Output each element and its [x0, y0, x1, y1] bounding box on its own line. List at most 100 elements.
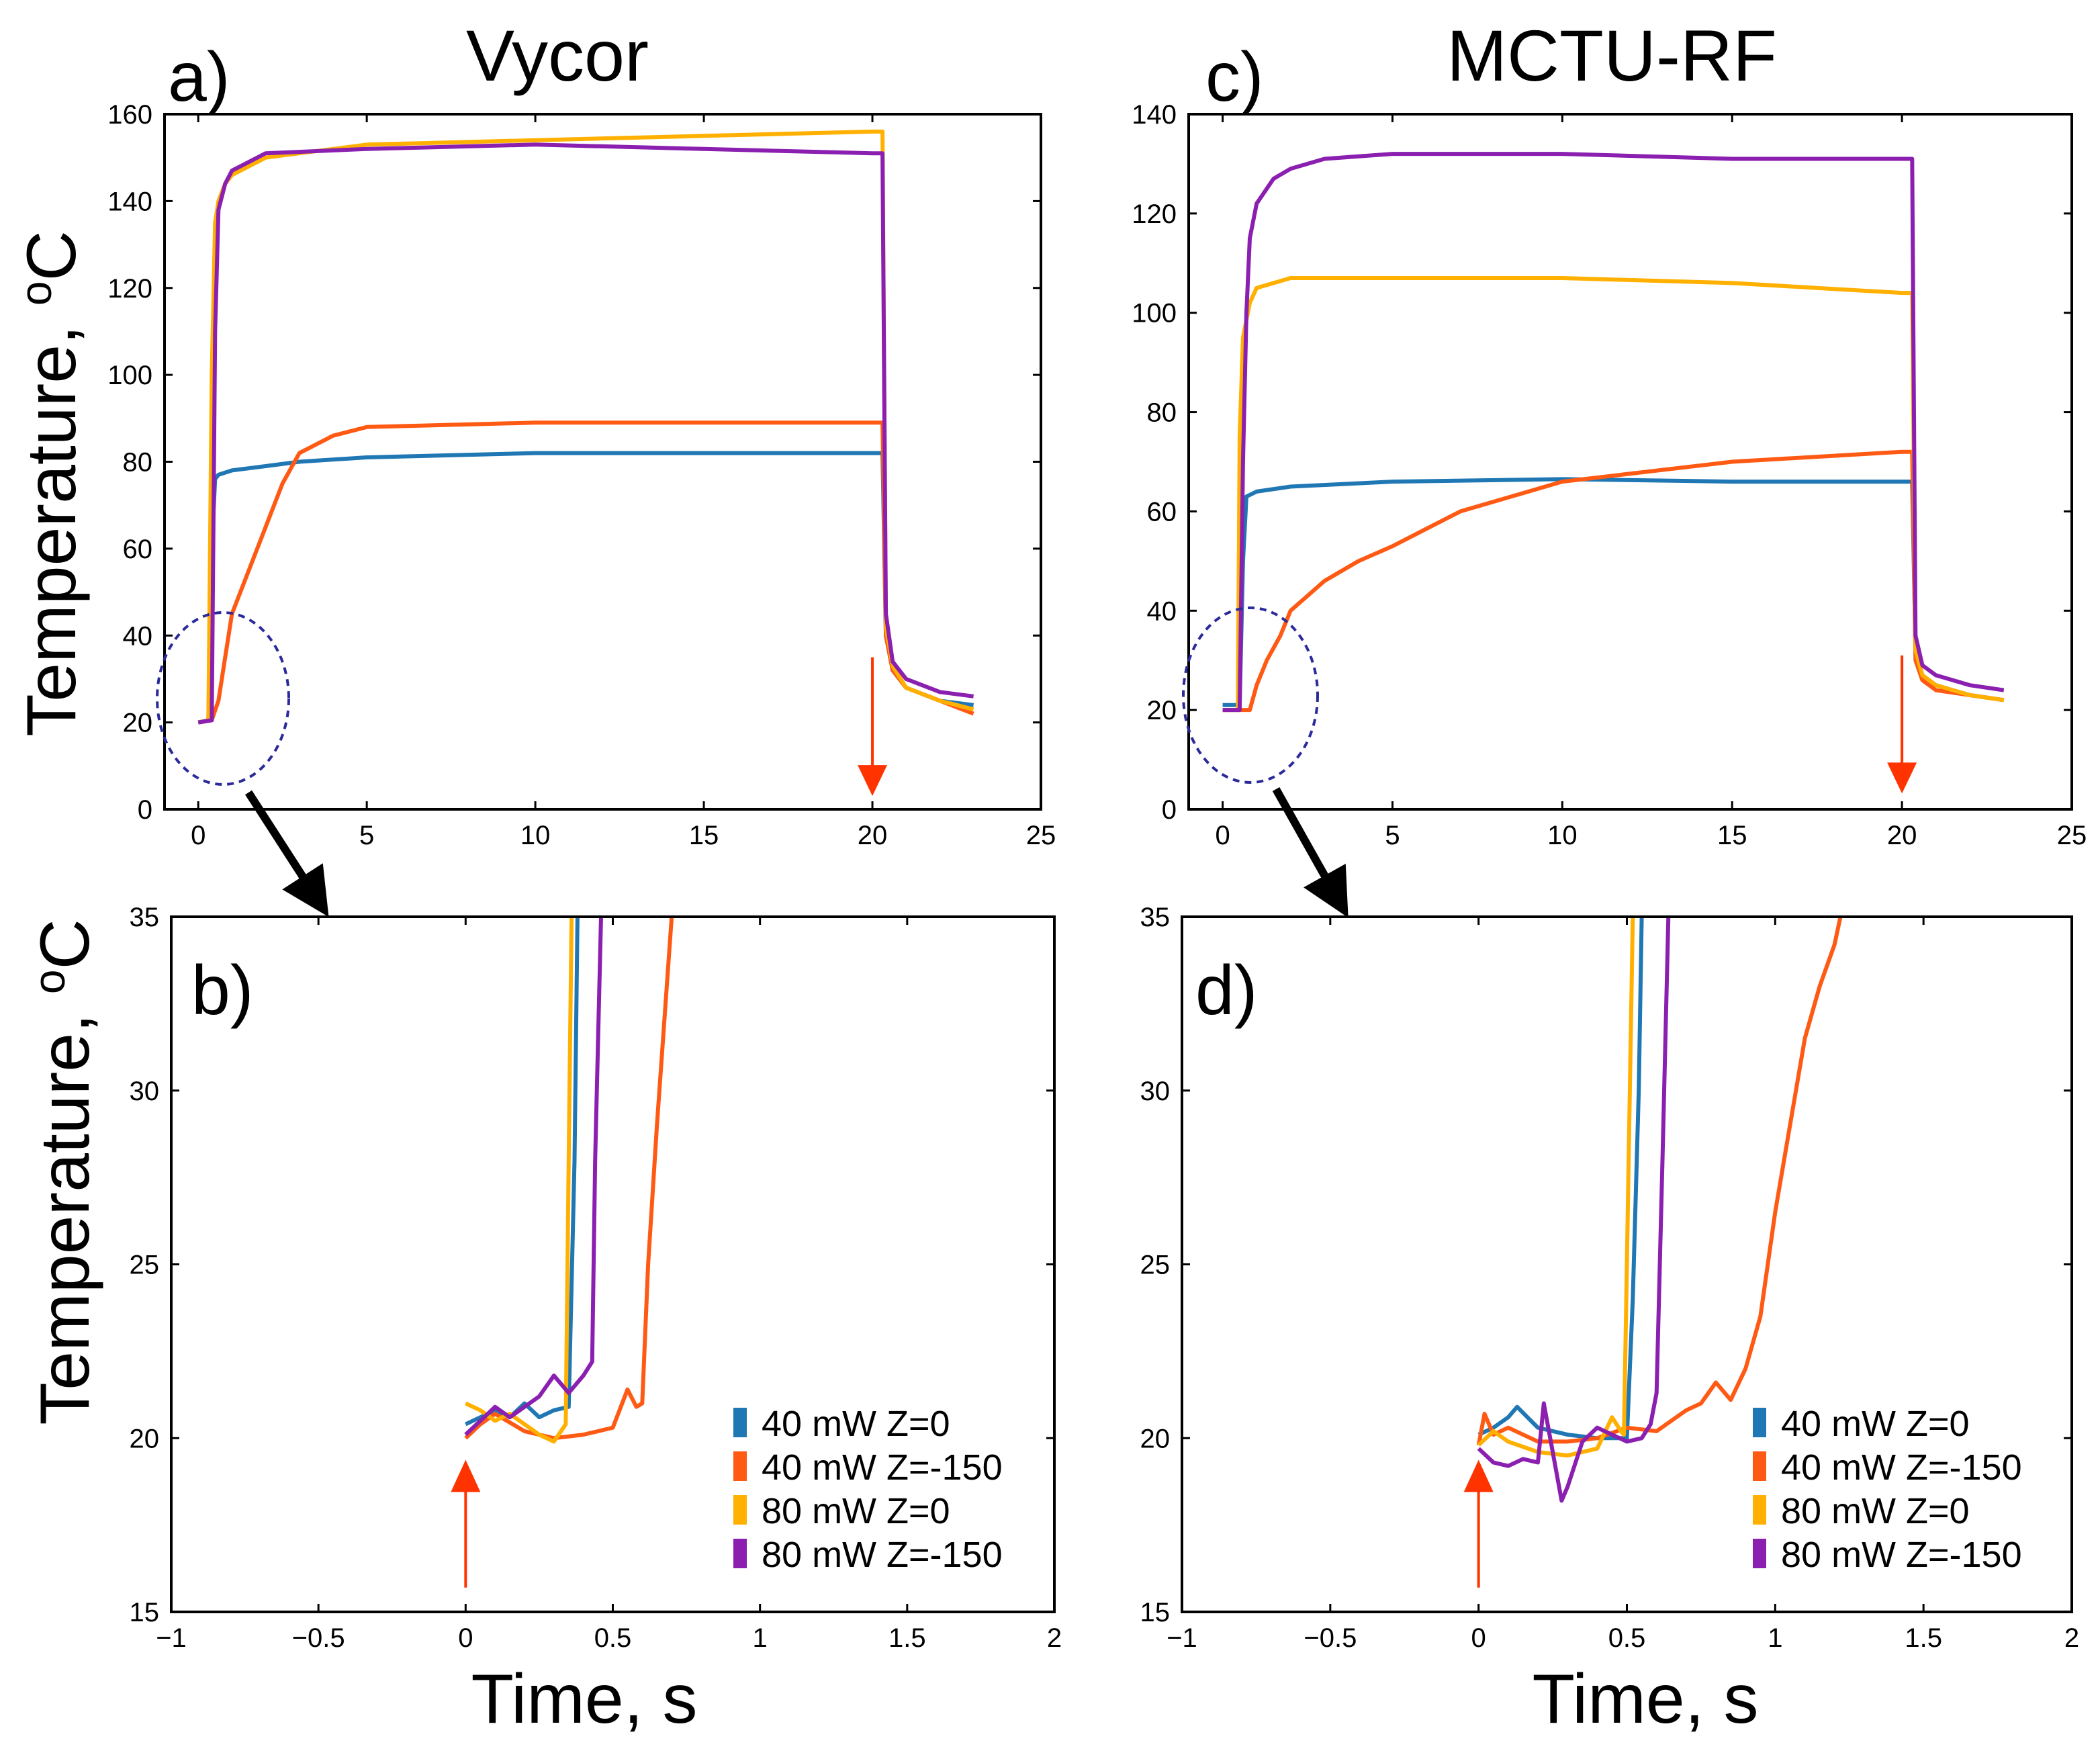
panel-c-zoom-ellipse — [1182, 606, 1319, 784]
legend-label: 80 mW Z=0 — [1781, 1491, 1970, 1531]
series-line-2 — [197, 420, 974, 725]
y-tick-label: 120 — [1132, 199, 1177, 229]
laser-on-arrow-head — [451, 1459, 481, 1492]
panel-a-title: Vycor — [466, 15, 649, 96]
y-tick-label: 0 — [138, 795, 152, 825]
y-tick-label: 160 — [107, 100, 152, 130]
x-tick-label: 20 — [858, 821, 888, 850]
y-tick-label: 25 — [1140, 1251, 1171, 1280]
x-tick-label: 0 — [1215, 821, 1230, 850]
series-line-4 — [1222, 152, 2005, 713]
series-line-3 — [1222, 276, 2005, 713]
y-tick-label: 140 — [1132, 100, 1177, 130]
y-tick-label: 40 — [123, 621, 153, 651]
y-tick-label: 100 — [107, 361, 152, 390]
laser-off-arrow-head — [858, 765, 888, 797]
x-tick-label: 20 — [1887, 821, 1917, 850]
panel-d-xlabel: Time, s — [1532, 1660, 1758, 1738]
panel-b-xlabel: Time, s — [471, 1660, 697, 1738]
series-line-4 — [197, 142, 974, 725]
legend-swatch — [733, 1539, 747, 1568]
x-tick-label: 0.5 — [1608, 1623, 1646, 1653]
laser-off-arrow-head — [1887, 762, 1917, 794]
y-tick-label: 100 — [1132, 299, 1177, 328]
legend-label: 40 mW Z=-150 — [1781, 1447, 2022, 1488]
x-tick-label: 1.5 — [888, 1623, 926, 1653]
y-tick-label: 35 — [1140, 903, 1171, 932]
legend-swatch — [1753, 1451, 1766, 1481]
x-tick-label: 0 — [191, 821, 206, 850]
panel-c-title: MCTU-RF — [1447, 15, 1777, 96]
panel-b-letter: b) — [191, 952, 253, 1030]
series-line-4 — [1477, 917, 1671, 1503]
legend-swatch — [733, 1451, 747, 1481]
y-tick-label: 80 — [1147, 398, 1177, 428]
x-tick-label: −0.5 — [1304, 1623, 1357, 1653]
y-tick-label: 60 — [123, 535, 153, 564]
x-tick-label: 15 — [1717, 821, 1747, 850]
y-tick-label: 120 — [107, 274, 152, 304]
panel-c-letter: c) — [1205, 38, 1264, 116]
axes-frame — [1187, 113, 2073, 811]
axes-frame — [1181, 915, 2073, 1613]
series-line-1 — [1477, 917, 1644, 1441]
x-tick-label: 10 — [1547, 821, 1578, 850]
panel-d-plot: −1 −0.5 0 0.5 1 1.5 2 15 20 25 30 35 40 mW Z=040 mW … — [1140, 903, 2080, 1653]
legend-swatch — [1753, 1495, 1766, 1525]
axes-frame — [163, 113, 1042, 811]
legend-label: 80 mW Z=-150 — [1781, 1535, 2022, 1575]
panel-a-letter: a) — [168, 38, 230, 116]
panel-a-zoom-arrow — [244, 790, 329, 917]
x-tick-label: 10 — [520, 821, 551, 850]
y-tick-label: 30 — [130, 1077, 160, 1106]
x-tick-label: −1 — [156, 1623, 187, 1653]
x-tick-label: 15 — [689, 821, 719, 850]
y-tick-label: 35 — [130, 903, 160, 932]
y-tick-label: 40 — [1147, 596, 1177, 626]
legend-label: 40 mW Z=0 — [762, 1404, 950, 1444]
x-tick-label: 0 — [1471, 1623, 1486, 1653]
series-line-3 — [197, 129, 974, 725]
axes-frame — [170, 915, 1056, 1613]
panel-b-ylabel: Temperature, oC — [24, 919, 104, 1425]
series-line-2 — [1476, 917, 1843, 1446]
series-line-1 — [465, 917, 580, 1427]
panel-a-plot: 0 5 10 15 20 25 0 20 40 60 80 100 120 140 160 — [107, 100, 1056, 850]
x-tick-label: 0 — [458, 1623, 473, 1653]
panel-b-plot: −1 −0.5 0 0.5 1 1.5 2 15 20 25 30 35 40 mW Z=040 mW … — [130, 903, 1062, 1653]
legend-label: 40 mW Z=0 — [1781, 1404, 1970, 1444]
panel-c-plot: 0 5 10 15 20 25 0 20 40 60 80 100 120 140 — [1132, 100, 2087, 850]
x-tick-label: −0.5 — [292, 1623, 345, 1653]
y-tick-label: 15 — [130, 1598, 160, 1627]
y-tick-label: 80 — [123, 448, 153, 478]
y-tick-label: 20 — [123, 709, 153, 738]
series-line-2 — [1222, 449, 2005, 713]
x-tick-label: 2 — [1047, 1623, 1062, 1653]
laser-on-arrow-head — [1463, 1459, 1494, 1492]
x-tick-label: 5 — [1385, 821, 1400, 850]
legend-swatch — [733, 1495, 747, 1525]
series-line-4 — [464, 917, 603, 1437]
y-tick-label: 0 — [1162, 795, 1177, 825]
panel-d-letter: d) — [1195, 952, 1257, 1030]
y-tick-label: 25 — [130, 1251, 160, 1280]
y-tick-label: 20 — [1140, 1424, 1171, 1453]
legend-label: 40 mW Z=-150 — [762, 1447, 1003, 1488]
x-tick-label: 0.5 — [594, 1623, 632, 1653]
x-tick-label: 2 — [2064, 1623, 2079, 1653]
y-tick-label: 30 — [1140, 1077, 1171, 1106]
x-tick-label: 25 — [1026, 821, 1056, 850]
x-tick-label: 1 — [1768, 1623, 1782, 1653]
x-tick-label: 5 — [359, 821, 374, 850]
legend-label: 80 mW Z=0 — [762, 1491, 950, 1531]
y-tick-label: 140 — [107, 187, 152, 216]
x-tick-label: 25 — [2057, 821, 2087, 850]
x-tick-label: −1 — [1167, 1623, 1197, 1653]
y-tick-label: 20 — [1147, 696, 1177, 725]
x-tick-label: 1.5 — [1905, 1623, 1942, 1653]
series-line-1 — [197, 451, 974, 725]
legend-swatch — [733, 1408, 747, 1437]
series-line-3 — [465, 917, 574, 1444]
y-tick-label: 60 — [1147, 497, 1177, 527]
